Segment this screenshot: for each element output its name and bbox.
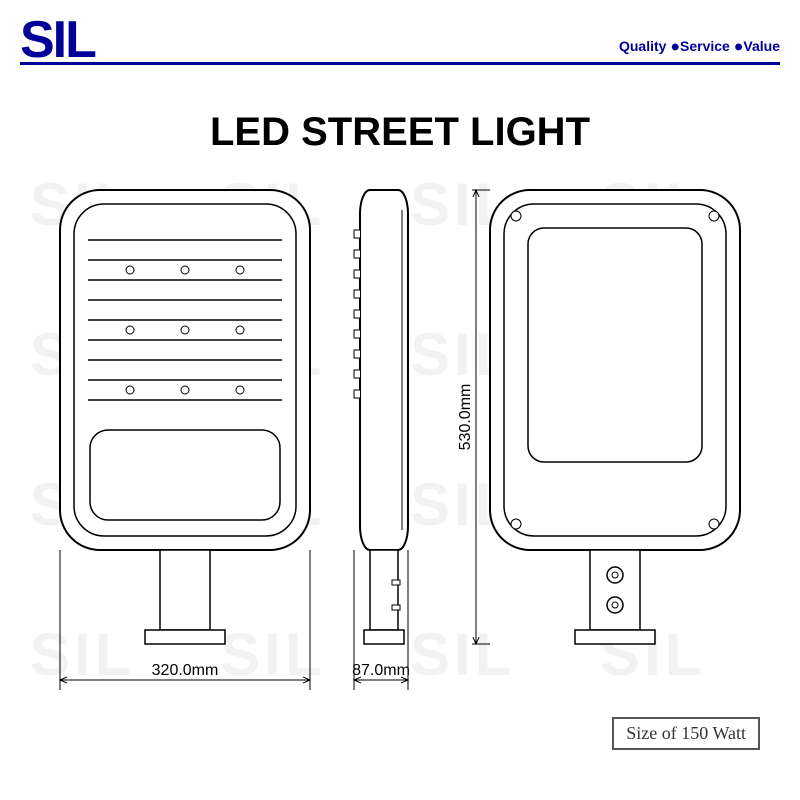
front-view: 530.0mm (457, 190, 740, 644)
width-dimension: 320.0mm (152, 662, 219, 679)
tagline: Quality ●Service ●Value (619, 38, 780, 56)
side-view: 87.0mm (352, 190, 410, 690)
back-view: 320.0mm (60, 190, 310, 690)
header: SIL Quality ●Service ●Value (20, 10, 780, 70)
tagline-value: Value (743, 38, 780, 54)
depth-dimension: 87.0mm (352, 662, 410, 679)
tagline-service: Service (680, 38, 730, 54)
page-title: LED STREET LIGHT (0, 110, 800, 155)
technical-drawing: 320.0mm 87.0mm (30, 180, 770, 740)
bullet-icon: ● (734, 38, 744, 55)
tagline-quality: Quality (619, 38, 666, 54)
header-divider (20, 62, 780, 65)
height-dimension: 530.0mm (457, 384, 474, 451)
logo: SIL (20, 11, 95, 69)
size-label-box: Size of 150 Watt (612, 717, 760, 750)
bullet-icon: ● (670, 38, 680, 55)
